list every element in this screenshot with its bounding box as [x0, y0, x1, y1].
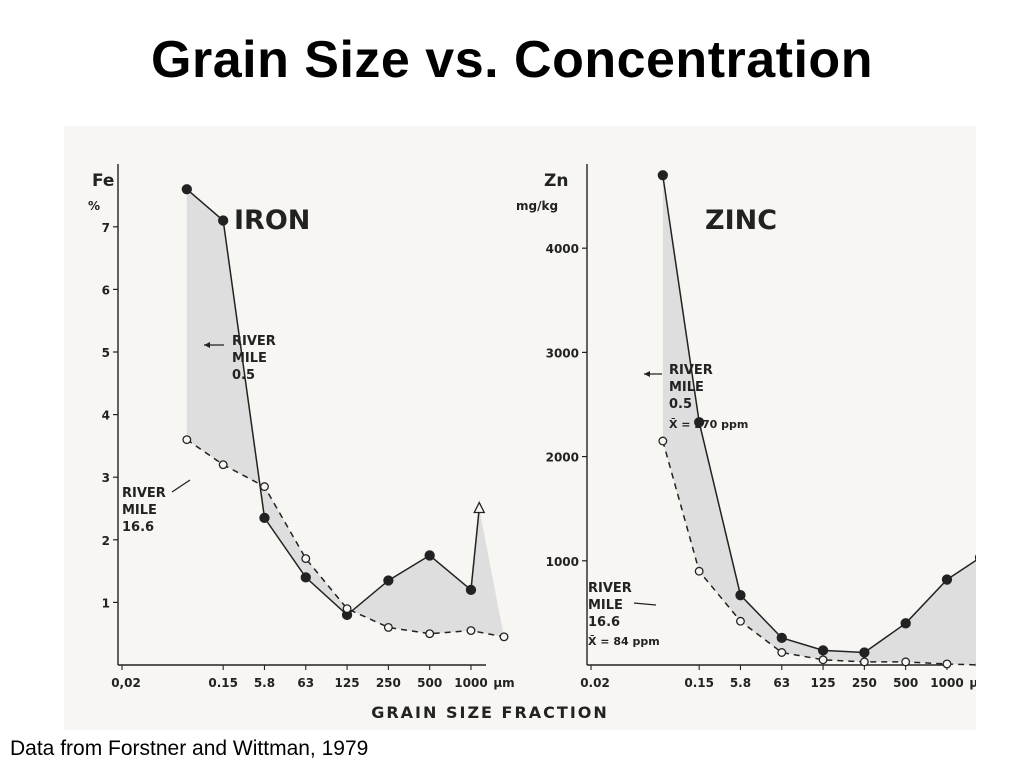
- zinc-annotation-arrowhead: [644, 371, 650, 377]
- iron-annotation-arrow-2: [171, 479, 191, 493]
- iron-data-point: [260, 482, 269, 492]
- zinc-annotation-river-mile-0-5: RIVER: [669, 363, 713, 378]
- figure-panel: 1 2 3 4 5 6 7 Fe% 0,02 0.15 5.8 63 125 250 500 1000 μm IR…: [64, 126, 976, 730]
- iron-x-tick-label: 0.15: [208, 676, 238, 690]
- iron-annotation-river-mile-0-5: RIVER: [232, 334, 276, 349]
- zinc-x-tick-label: 125: [811, 676, 836, 690]
- iron-panel-title: IRON: [234, 205, 310, 236]
- iron-y-tick-label: 2: [102, 534, 110, 548]
- zinc-shaded-area: [662, 175, 976, 665]
- slide-title: Grain Size vs. Concentration: [151, 31, 873, 89]
- zinc-annotation-arrow-2: [633, 602, 657, 606]
- charts-svg: 1 2 3 4 5 6 7 Fe% 0,02 0.15 5.8 63 125 250 500 1000 μm IR…: [88, 164, 976, 722]
- iron-y-tick-label: 6: [102, 283, 110, 297]
- zinc-y-label: Zn: [544, 171, 568, 191]
- iron-data-point: [300, 572, 311, 583]
- iron-data-point: [466, 626, 476, 636]
- zinc-x-tick-label: 0.15: [684, 676, 714, 690]
- iron-data-point: [342, 604, 352, 614]
- zinc-x-tick-label: 0.02: [580, 676, 610, 690]
- zinc-data-point: [901, 657, 911, 667]
- iron-annotation-arrowhead: [204, 342, 210, 348]
- iron-x-tick-label: 1000: [454, 676, 487, 690]
- iron-y-tick-label: 1: [102, 596, 110, 610]
- iron-x-tick-label: 63: [297, 676, 314, 690]
- iron-data-point: [218, 460, 228, 470]
- zinc-data-point: [657, 170, 668, 181]
- iron-y-label: Fe: [92, 171, 114, 191]
- iron-y-unit: %: [88, 199, 100, 213]
- iron-data-point: [383, 575, 394, 586]
- iron-annotation-river-mile-16-6: RIVER: [122, 486, 166, 501]
- iron-shaded-area: [186, 189, 505, 637]
- iron-x-tick-label: 5.8: [254, 676, 275, 690]
- zinc-annotation-mean-16-6: X̄ = 84 ppm: [588, 635, 660, 648]
- zinc-y-tick-label: 3000: [546, 346, 579, 360]
- iron-data-point: [383, 622, 393, 632]
- x-axis-title: GRAIN SIZE FRACTION: [371, 703, 609, 722]
- zinc-data-point: [900, 618, 911, 629]
- zinc-data-point: [694, 566, 704, 576]
- source-caption: Data from Forstner and Wittman, 1979: [10, 737, 369, 760]
- zinc-series-line-1: [662, 440, 976, 666]
- iron-annotation-river-mile-0-5: MILE: [232, 351, 267, 366]
- zinc-data-point: [859, 647, 870, 658]
- zinc-data-point: [658, 436, 668, 446]
- iron-x-tick-label: 500: [417, 676, 442, 690]
- iron-annotation-river-mile-16-6: MILE: [122, 503, 157, 518]
- zinc-data-point: [817, 645, 829, 656]
- zinc-data-point: [942, 659, 952, 669]
- iron-x-tick-label: 0,02: [111, 676, 141, 690]
- iron-annotation-river-mile-0-5: 0.5: [232, 368, 255, 383]
- zinc-data-point: [859, 657, 869, 667]
- zinc-data-point: [736, 616, 745, 626]
- zinc-y-tick-label: 4000: [546, 242, 579, 256]
- zinc-x-tick-label: 5.8: [730, 676, 751, 690]
- zinc-annotation-river-mile-0-5: 0.5: [669, 397, 692, 412]
- iron-series-line-0: [186, 188, 472, 616]
- zinc-x-unit: μm: [969, 676, 976, 690]
- zinc-data-point: [776, 632, 787, 644]
- iron-y-tick-label: 5: [102, 346, 110, 360]
- iron-x-tick-label: 250: [376, 676, 401, 690]
- zinc-y-tick-label: 2000: [546, 451, 579, 465]
- iron-data-point: [499, 632, 509, 642]
- zinc-data-point: [941, 574, 953, 585]
- zinc-y-unit: mg/kg: [516, 199, 558, 213]
- iron-y-tick-label: 4: [102, 409, 110, 423]
- iron-data-point: [182, 435, 192, 445]
- zinc-annotation-river-mile-16-6: MILE: [588, 598, 623, 613]
- zinc-data-point: [694, 417, 705, 428]
- iron-data-point: [259, 512, 270, 524]
- iron-data-point: [425, 629, 435, 639]
- zinc-annotation-river-mile-16-6: RIVER: [588, 581, 632, 596]
- iron-x-unit: μm: [493, 676, 514, 690]
- zinc-x-tick-label: 500: [893, 676, 918, 690]
- zinc-annotation-river-mile-16-6: 16.6: [588, 615, 620, 630]
- zinc-x-tick-label: 63: [773, 676, 790, 690]
- zinc-data-point: [818, 655, 828, 665]
- iron-data-point: [424, 550, 435, 561]
- zinc-x-tick-label: 250: [852, 676, 877, 690]
- zinc-y-tick-label: 1000: [546, 555, 579, 569]
- iron-y-tick-label: 7: [102, 221, 110, 235]
- iron-triangle-point: [473, 501, 486, 514]
- iron-data-point: [218, 215, 229, 226]
- zinc-x-tick-label: 1000: [930, 676, 963, 690]
- iron-data-point: [181, 184, 192, 195]
- iron-y-tick-label: 3: [102, 471, 110, 485]
- iron-series-line-1: [186, 438, 505, 638]
- zinc-data-point: [735, 590, 746, 601]
- zinc-data-point: [777, 648, 787, 657]
- zinc-annotation-mean-0-5: X̄ = 270 ppm: [669, 418, 748, 431]
- zinc-panel-title: ZINC: [705, 205, 777, 236]
- iron-annotation-river-mile-16-6: 16.6: [122, 520, 154, 535]
- iron-triangle-connector: [470, 508, 480, 590]
- zinc-annotation-river-mile-0-5: MILE: [669, 380, 704, 395]
- iron-x-tick-label: 125: [335, 676, 360, 690]
- iron-data-point: [301, 554, 311, 564]
